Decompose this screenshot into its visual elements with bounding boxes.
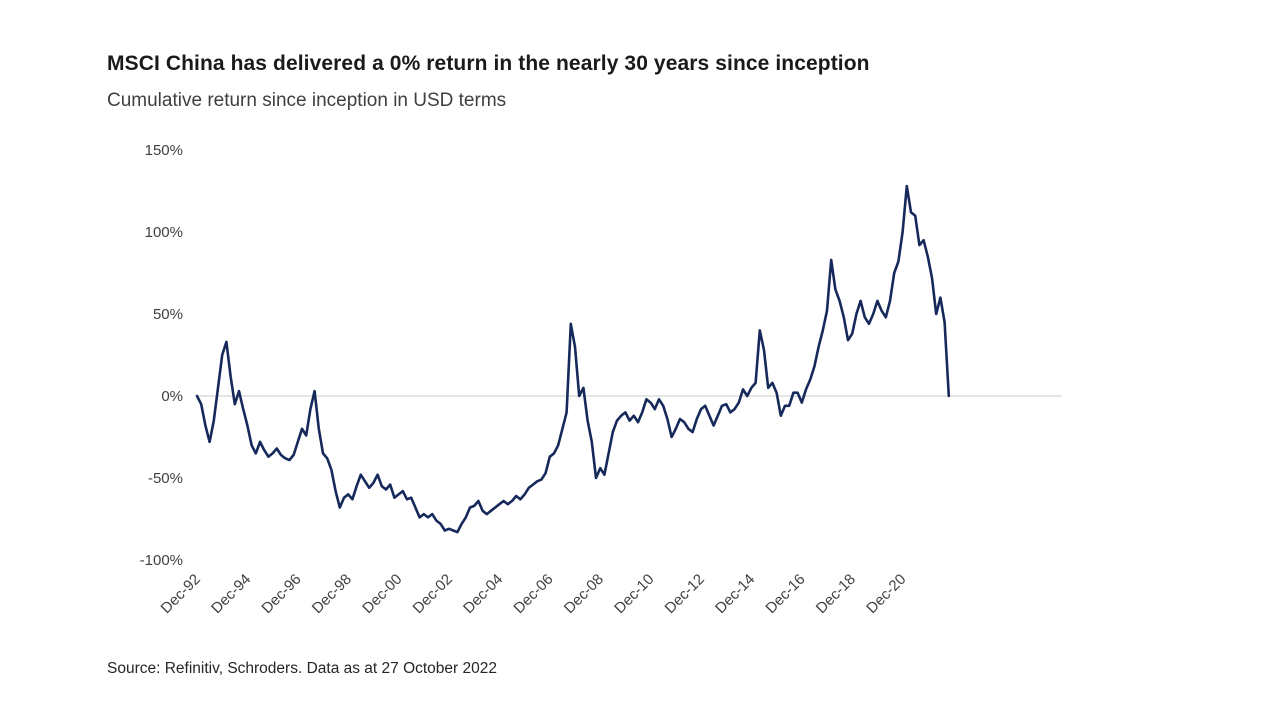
x-tick-label: Dec-16 xyxy=(762,571,808,617)
x-tick-label: Dec-94 xyxy=(208,571,254,617)
x-tick-label: Dec-14 xyxy=(712,571,758,617)
y-tick-label: 100% xyxy=(145,224,183,241)
x-tick-label: Dec-18 xyxy=(813,571,859,617)
x-tick-label: Dec-96 xyxy=(258,571,304,617)
x-tick-label: Dec-08 xyxy=(561,571,607,617)
x-tick-label: Dec-00 xyxy=(359,571,405,617)
y-tick-label: -100% xyxy=(140,552,183,569)
chart-title: MSCI China has delivered a 0% return in … xyxy=(107,52,870,75)
x-tick-label: Dec-92 xyxy=(158,571,204,617)
source-note: Source: Refinitiv, Schroders. Data as at… xyxy=(107,660,497,677)
x-tick-label: Dec-98 xyxy=(309,571,355,617)
y-tick-label: 150% xyxy=(145,142,183,159)
chart-subtitle: Cumulative return since inception in USD… xyxy=(107,90,507,111)
y-tick-label: -50% xyxy=(148,470,183,487)
x-tick-label: Dec-10 xyxy=(611,571,657,617)
y-axis-tick-labels: 150% 100% 50% 0% -50% -100% xyxy=(140,142,183,569)
x-tick-label: Dec-04 xyxy=(460,571,506,617)
x-tick-label: Dec-02 xyxy=(410,571,456,617)
y-tick-label: 50% xyxy=(153,306,183,323)
msci-china-return-line xyxy=(195,184,951,534)
x-tick-label: Dec-20 xyxy=(863,571,909,617)
y-tick-label: 0% xyxy=(161,388,183,405)
x-tick-label: Dec-06 xyxy=(510,571,556,617)
x-tick-label: Dec-12 xyxy=(662,571,708,617)
x-axis-tick-labels: Dec-92 Dec-94 Dec-96 Dec-98 Dec-00 Dec-02 Dec-… xyxy=(158,571,910,617)
